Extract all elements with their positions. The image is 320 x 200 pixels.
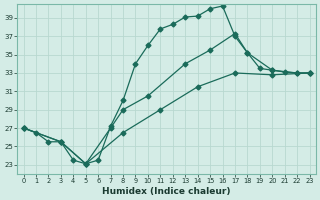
X-axis label: Humidex (Indice chaleur): Humidex (Indice chaleur) bbox=[102, 187, 231, 196]
